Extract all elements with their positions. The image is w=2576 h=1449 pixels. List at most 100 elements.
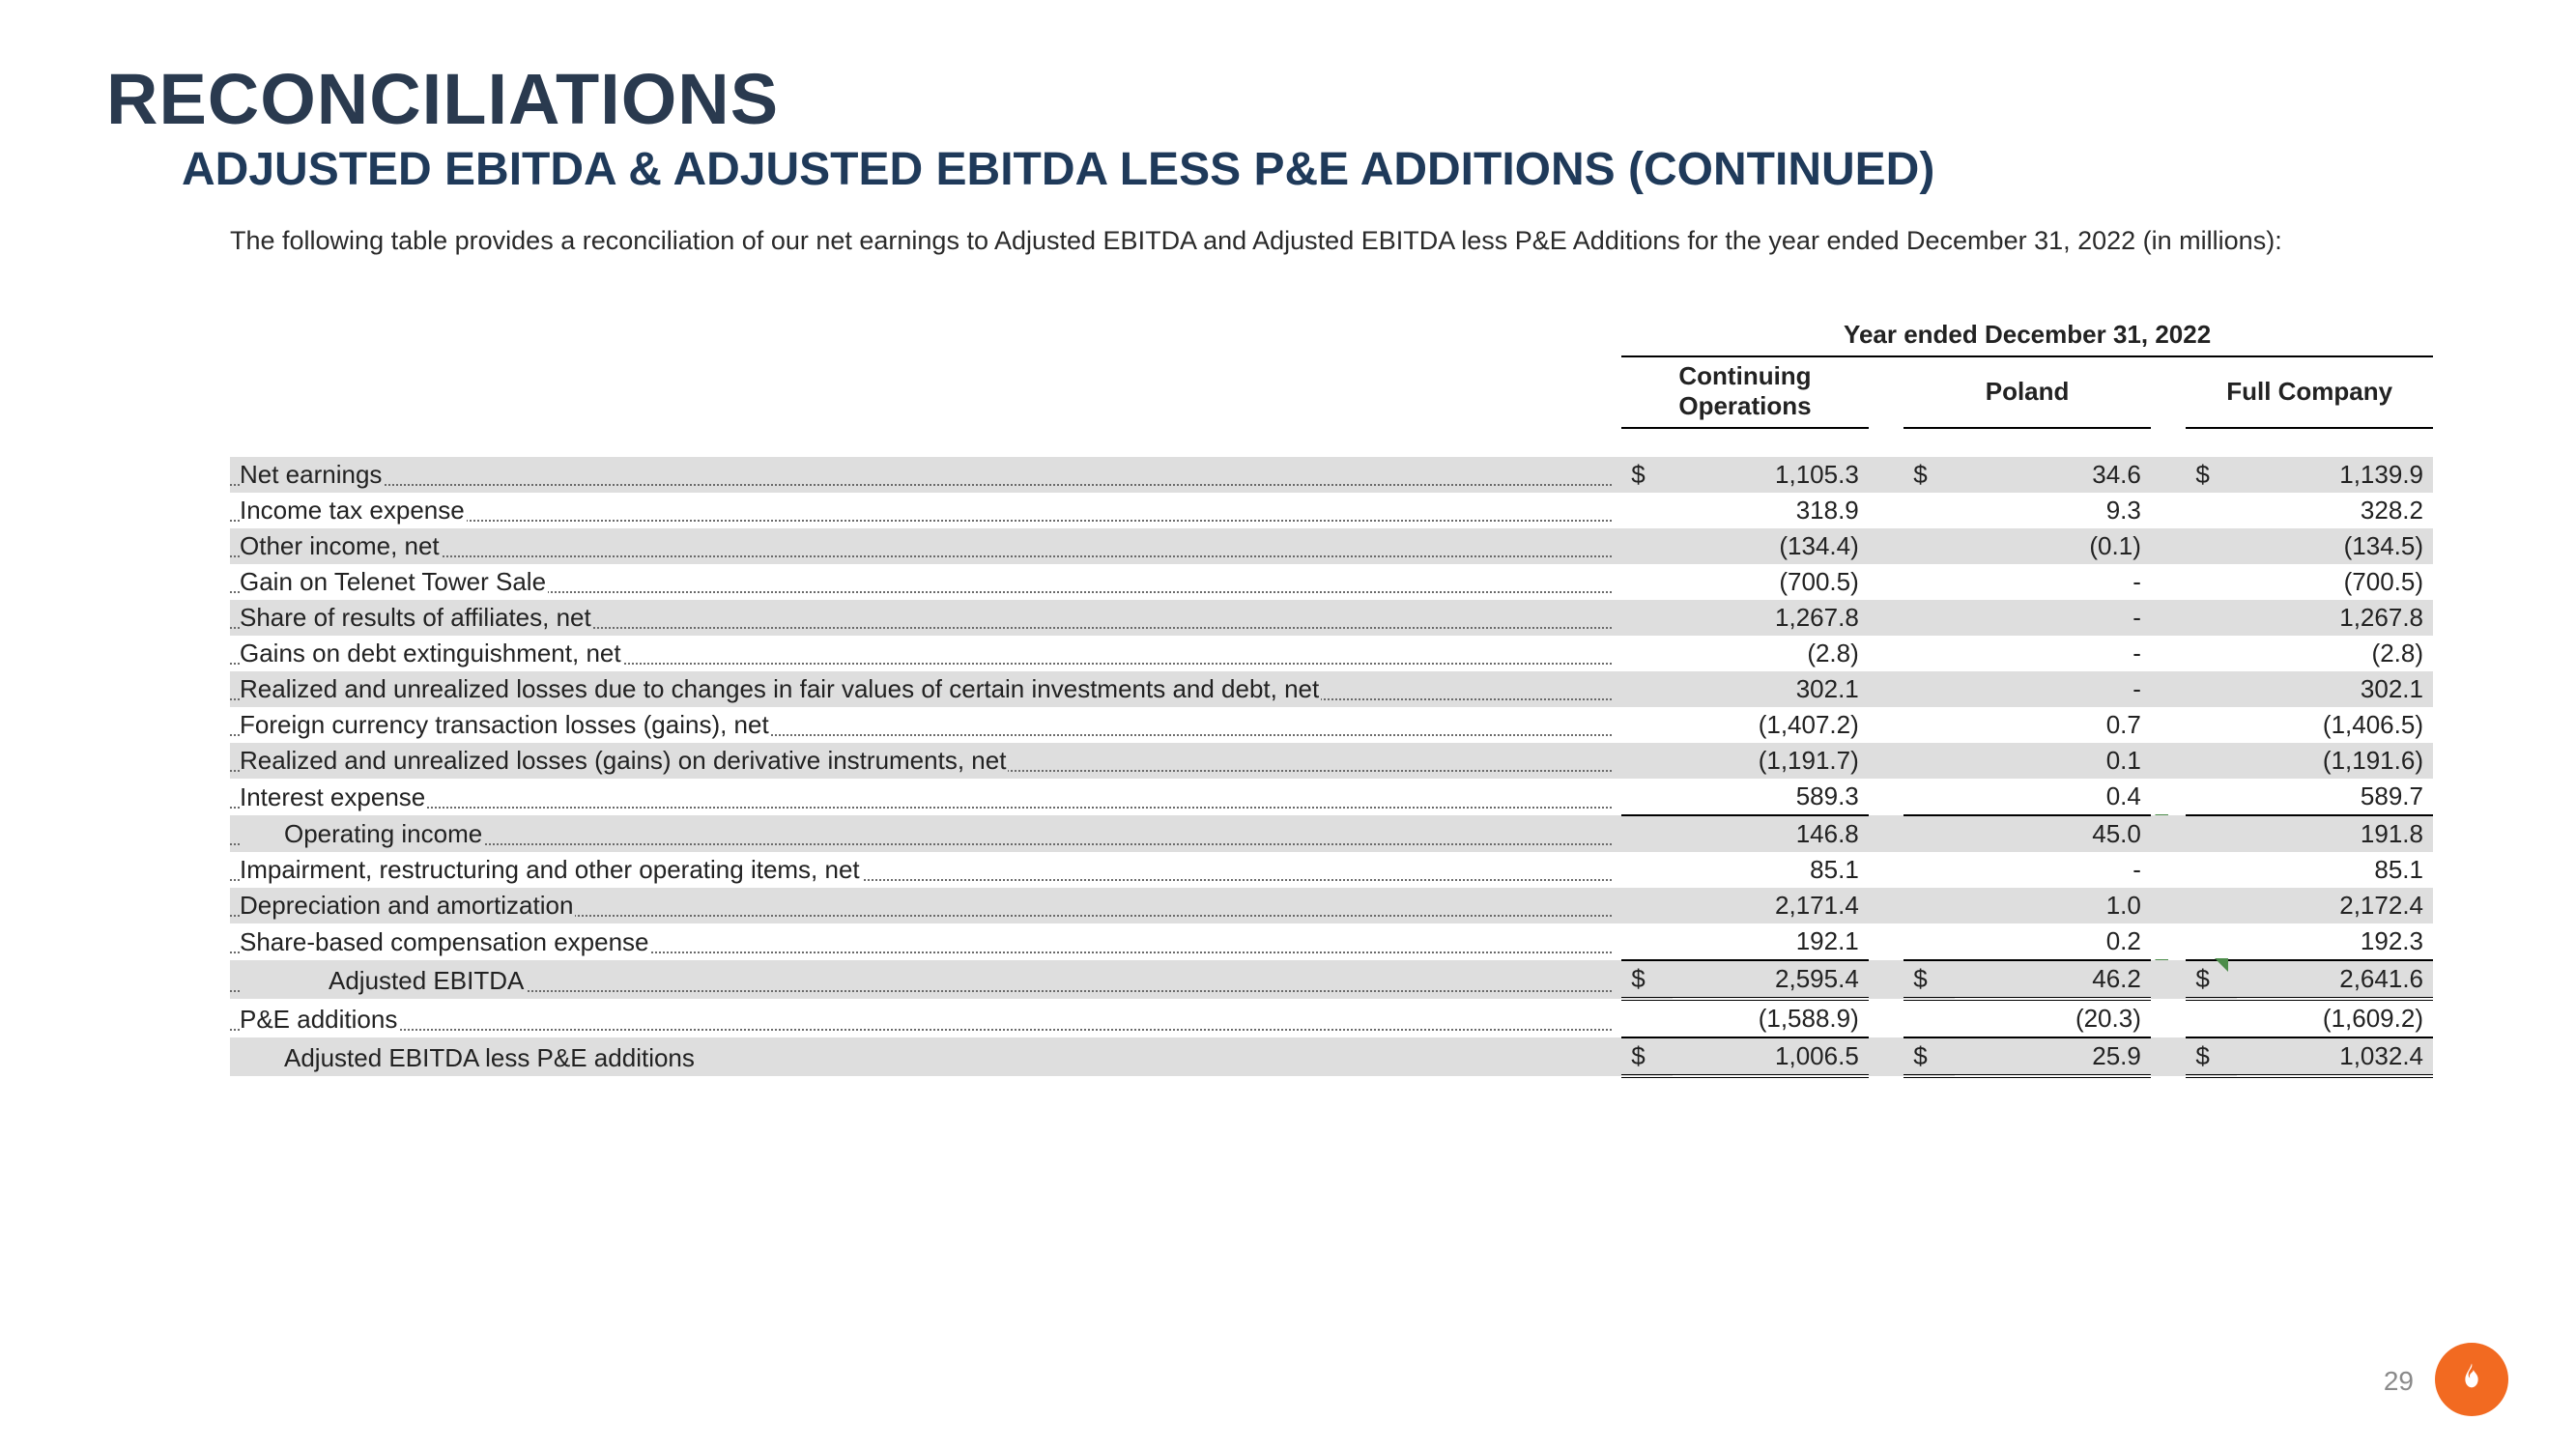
currency-symbol xyxy=(1903,923,1955,960)
currency-symbol: $ xyxy=(2186,960,2237,999)
cell-value: 318.9 xyxy=(1673,493,1869,528)
cell-value: (2.8) xyxy=(2237,636,2433,671)
currency-symbol xyxy=(1621,815,1673,852)
cell-value: 2,595.4 xyxy=(1673,960,1869,999)
row-label: Gains on debt extinguishment, net xyxy=(230,636,1621,671)
cell-value: (134.4) xyxy=(1673,528,1869,564)
row-label: Gain on Telenet Tower Sale xyxy=(230,564,1621,600)
currency-symbol xyxy=(1903,564,1955,600)
currency-symbol xyxy=(1903,600,1955,636)
row-label: Net earnings xyxy=(230,457,1621,493)
currency-symbol xyxy=(2186,815,2237,852)
cell-value: 192.3 xyxy=(2237,923,2433,960)
cell-value: 589.7 xyxy=(2237,779,2433,815)
table-row: Impairment, restructuring and other oper… xyxy=(230,852,2433,888)
table-row: Gains on debt extinguishment, net (2.8) - (… xyxy=(230,636,2433,671)
col-header-full: Full Company xyxy=(2226,377,2392,406)
cell-value: 0.2 xyxy=(1955,923,2151,960)
row-label: Depreciation and amortization xyxy=(230,888,1621,923)
flame-icon xyxy=(2452,1360,2491,1399)
currency-symbol xyxy=(1903,852,1955,888)
cell-value: 0.1 xyxy=(1955,743,2151,779)
currency-symbol: $ xyxy=(1621,1037,1673,1076)
currency-symbol xyxy=(1621,528,1673,564)
cell-value: 2,641.6 xyxy=(2237,960,2433,999)
currency-symbol xyxy=(1621,493,1673,528)
cell-value: 302.1 xyxy=(2237,671,2433,707)
currency-symbol xyxy=(2186,707,2237,743)
table-row: Foreign currency transaction losses (gai… xyxy=(230,707,2433,743)
cell-value: 1,267.8 xyxy=(1673,600,1869,636)
row-label: Impairment, restructuring and other oper… xyxy=(230,852,1621,888)
row-label: Interest expense xyxy=(230,779,1621,815)
cell-value: (1,191.6) xyxy=(2237,743,2433,779)
currency-symbol xyxy=(1903,493,1955,528)
cell-value: 191.8 xyxy=(2237,815,2433,852)
cell-value: 589.3 xyxy=(1673,779,1869,815)
row-label: Adjusted EBITDA xyxy=(230,960,1621,999)
currency-symbol xyxy=(1903,888,1955,923)
cell-value: (1,191.7) xyxy=(1673,743,1869,779)
currency-symbol xyxy=(1621,779,1673,815)
currency-symbol xyxy=(1903,743,1955,779)
table-row: P&E additions (1,588.9) (20.3) (1,609.2) xyxy=(230,999,2433,1037)
cell-value: (700.5) xyxy=(1673,564,1869,600)
cell-value: (1,609.2) xyxy=(2237,999,2433,1037)
row-label: Share-based compensation expense xyxy=(230,923,1621,960)
cell-value: 192.1 xyxy=(1673,923,1869,960)
currency-symbol: $ xyxy=(1621,457,1673,493)
currency-symbol xyxy=(1621,600,1673,636)
currency-symbol xyxy=(1621,564,1673,600)
row-label: Share of results of affiliates, net xyxy=(230,600,1621,636)
cell-value: (2.8) xyxy=(1673,636,1869,671)
cell-value: 45.0 xyxy=(1955,815,2151,852)
slide: RECONCILIATIONS ADJUSTED EBITDA & ADJUST… xyxy=(0,0,2576,1449)
cell-value: 9.3 xyxy=(1955,493,2151,528)
cell-value: (134.5) xyxy=(2237,528,2433,564)
currency-symbol xyxy=(2186,493,2237,528)
currency-symbol xyxy=(2186,600,2237,636)
cell-value: 328.2 xyxy=(2237,493,2433,528)
table-body: Net earnings$1,105.3$34.6$1,139.9Income … xyxy=(230,457,2433,1076)
currency-symbol xyxy=(1903,671,1955,707)
col-header-continuing: Continuing Operations xyxy=(1678,361,1811,420)
currency-symbol xyxy=(2186,743,2237,779)
currency-symbol: $ xyxy=(1903,457,1955,493)
page-title: RECONCILIATIONS xyxy=(106,58,2470,140)
cell-value: 85.1 xyxy=(2237,852,2433,888)
currency-symbol xyxy=(1621,852,1673,888)
currency-symbol xyxy=(1621,743,1673,779)
currency-symbol xyxy=(2186,564,2237,600)
reconciliation-table-wrap: Year ended December 31, 2022 Continuing … xyxy=(230,316,2433,1078)
table-row: Adjusted EBITDA less P&E additions$1,006… xyxy=(230,1037,2433,1076)
currency-symbol: $ xyxy=(1903,960,1955,999)
cell-value: (1,588.9) xyxy=(1673,999,1869,1037)
cell-value: (1,406.5) xyxy=(2237,707,2433,743)
page-number: 29 xyxy=(2384,1366,2414,1397)
cell-value: (20.3) xyxy=(1955,999,2151,1037)
cell-value: 1,267.8 xyxy=(2237,600,2433,636)
currency-symbol: $ xyxy=(2186,457,2237,493)
cell-value: 25.9 xyxy=(1955,1037,2151,1076)
row-label: Adjusted EBITDA less P&E additions xyxy=(230,1037,1621,1076)
row-label: P&E additions xyxy=(230,999,1621,1037)
cell-value: 1,032.4 xyxy=(2237,1037,2433,1076)
table-row: Income tax expense318.99.3328.2 xyxy=(230,493,2433,528)
currency-symbol xyxy=(2186,888,2237,923)
table-row: Gain on Telenet Tower Sale(700.5)-(700.5… xyxy=(230,564,2433,600)
currency-symbol xyxy=(2186,528,2237,564)
row-label: Realized and unrealized losses (gains) o… xyxy=(230,743,1621,779)
currency-symbol xyxy=(1621,636,1673,671)
table-row: Share of results of affiliates, net 1,267… xyxy=(230,600,2433,636)
intro-paragraph: The following table provides a reconcili… xyxy=(230,223,2404,258)
currency-symbol xyxy=(1903,815,1955,852)
currency-symbol xyxy=(1903,528,1955,564)
cell-value: - xyxy=(1955,636,2151,671)
currency-symbol xyxy=(1903,636,1955,671)
currency-symbol xyxy=(2186,671,2237,707)
page-subtitle: ADJUSTED EBITDA & ADJUSTED EBITDA LESS P… xyxy=(182,144,2470,196)
currency-symbol: $ xyxy=(1621,960,1673,999)
cell-value: 302.1 xyxy=(1673,671,1869,707)
cell-value: 1,139.9 xyxy=(2237,457,2433,493)
cell-value: 1,006.5 xyxy=(1673,1037,1869,1076)
